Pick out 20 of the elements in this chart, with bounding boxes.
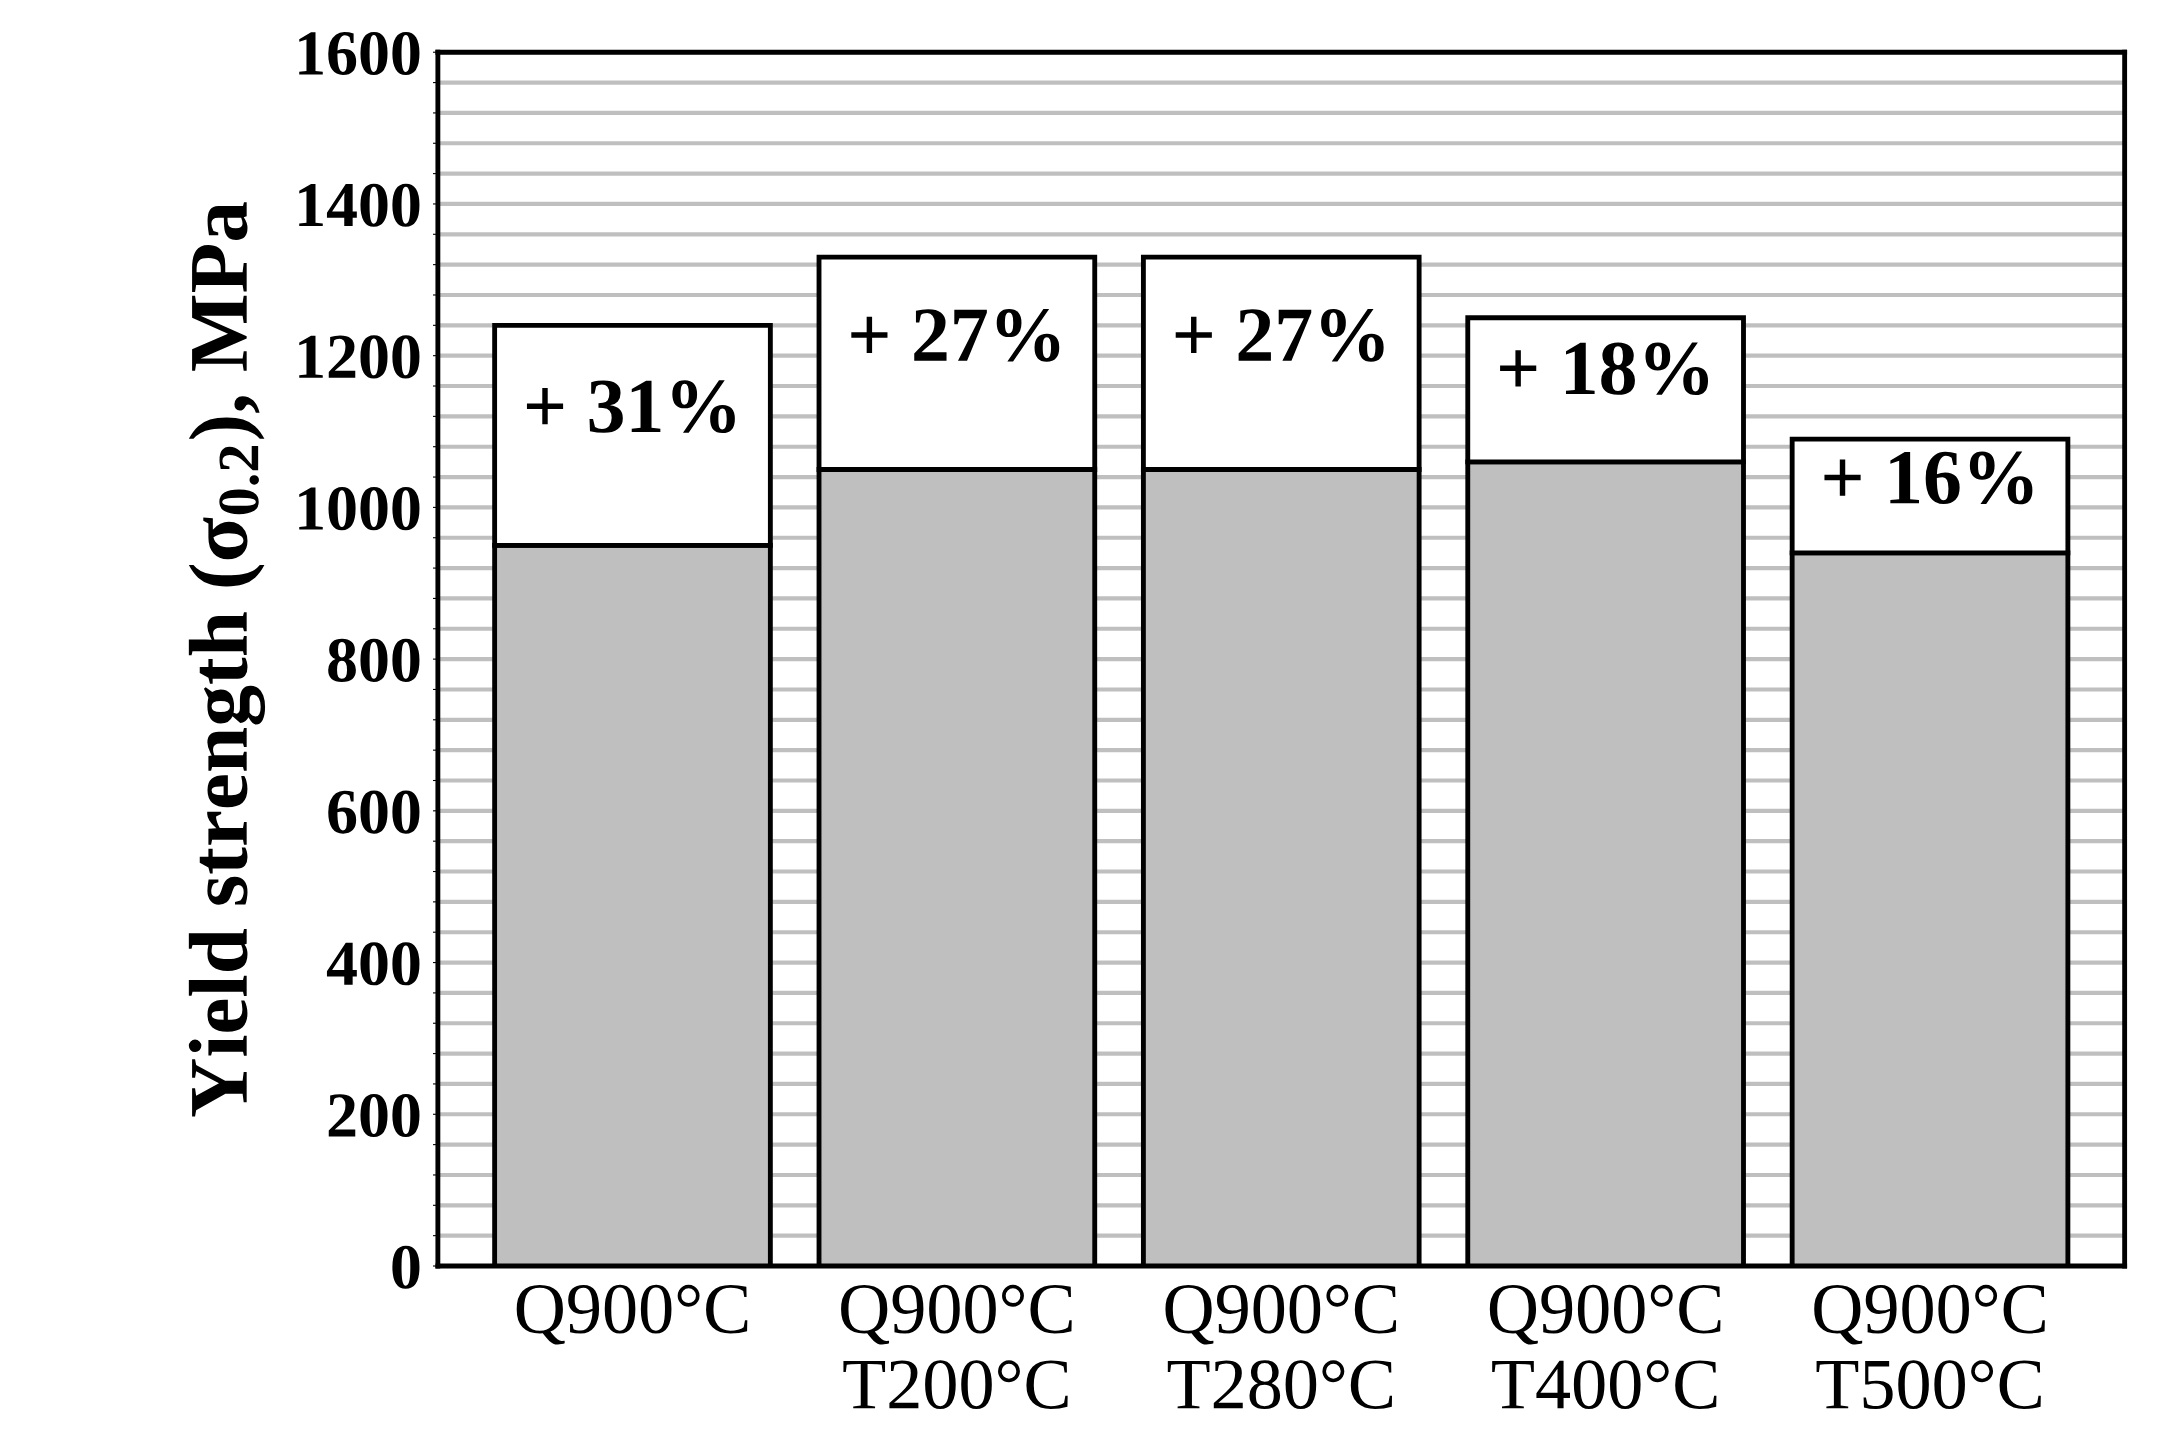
y-tick-label: 400 xyxy=(326,942,420,986)
y-tick-label: 1400 xyxy=(299,183,420,227)
x-tick-label: Q900°C T400°C xyxy=(1489,1284,1721,1410)
y-tick-label: 800 xyxy=(328,638,420,682)
y-tick-label: 1200 xyxy=(299,335,420,379)
annotation: + 27% xyxy=(1175,309,1384,362)
annotation: + 16% xyxy=(1824,451,2033,505)
y-tick-label: 600 xyxy=(328,790,420,834)
annotation: + 27% xyxy=(851,309,1060,362)
x-tick-label: Q900°C T200°C xyxy=(841,1284,1072,1410)
y-tick-label: 1600 xyxy=(299,31,420,76)
y-tick-label: 200 xyxy=(328,1093,420,1138)
y-axis-title: Yield strength (σ$_{0.2}$), MPa xyxy=(188,202,266,1117)
y-tick-label: 1000 xyxy=(299,487,420,531)
annotation: + 31% xyxy=(526,380,735,434)
y-tick-label: 0 xyxy=(392,1245,420,1289)
x-tick-label: Q900°C T500°C xyxy=(1814,1284,2045,1410)
annotation: + 18% xyxy=(1500,342,1709,396)
x-tick-label: Q900°C T280°C xyxy=(1165,1284,1397,1410)
x-tick-label: Q900°C xyxy=(516,1284,748,1345)
